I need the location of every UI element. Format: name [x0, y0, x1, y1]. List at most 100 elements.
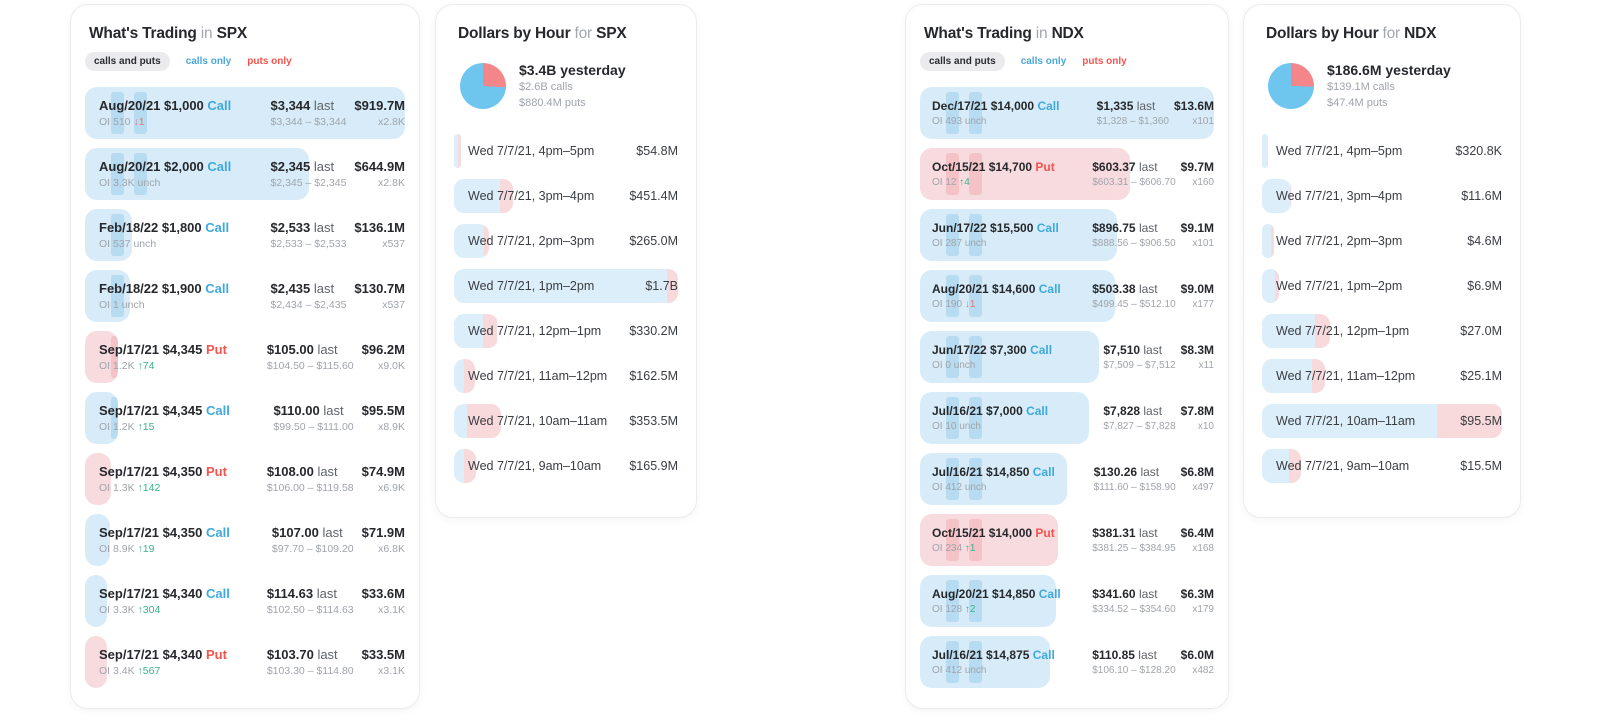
contract-row[interactable]: Sep/17/21 $4,350 Call OI 8.9K ↑19 $107.00 … [85, 514, 405, 566]
filter-calls-and-puts[interactable]: calls and puts [85, 52, 170, 71]
contract-name: Sep/17/21 $4,340 [99, 585, 203, 601]
filter-calls-only[interactable]: calls only [185, 56, 232, 67]
oi-change: ↑142 [137, 482, 161, 494]
contract-multiplier: x3.1K [378, 604, 405, 616]
contract-row[interactable]: Feb/18/22 $1,800 Call OI 537 unch $2,533 l… [85, 209, 405, 261]
contract-row[interactable]: Sep/17/21 $4,340 Put OI 3.4K ↑567 $103.70 … [85, 636, 405, 688]
premium-bar [85, 514, 111, 566]
hour-row[interactable]: Wed 7/7/21, 1pm–2pm $6.9M [1262, 268, 1502, 303]
hour-row[interactable]: Wed 7/7/21, 11am–12pm $162.5M [454, 358, 678, 393]
puts-segment [1314, 313, 1330, 348]
hour-amount: $6.9M [1467, 278, 1502, 293]
filter-bar: calls and puts calls only puts only [85, 52, 405, 71]
hour-row[interactable]: Wed 7/7/21, 1pm–2pm $1.7B [454, 268, 678, 303]
puts-segment [463, 358, 476, 393]
hour-volume-bar [1262, 403, 1502, 438]
open-interest: OI 10 [932, 420, 957, 432]
hour-volume-bar [1262, 268, 1280, 303]
contract-row[interactable]: Feb/18/22 $1,900 Call OI 1 unch $2,435 las… [85, 270, 405, 322]
pie-legend: $3.4B yesterday $2.6B calls $880.4M puts [519, 61, 626, 112]
premium-total: $7.8M [1180, 403, 1214, 418]
oi-change: unch [953, 359, 976, 371]
contract-type: Call [1026, 403, 1049, 418]
last-price: $114.63 [266, 585, 314, 601]
hour-row[interactable]: Wed 7/7/21, 9am–10am $165.9M [454, 448, 678, 483]
premium-bar [920, 392, 1089, 444]
hour-row[interactable]: Wed 7/7/21, 9am–10am $15.5M [1262, 448, 1502, 483]
price-range: $106.10 – $128.20 [1092, 664, 1176, 676]
contract-row[interactable]: Jun/17/22 $15,500 Call OI 287 unch $896.75… [920, 209, 1214, 261]
hour-row[interactable]: Wed 7/7/21, 10am–11am $95.5M [1262, 403, 1502, 438]
calls-segment [454, 313, 484, 348]
contract-row[interactable]: Dec/17/21 $14,000 Call OI 493 unch $1,335 … [920, 87, 1214, 139]
hour-label: Wed 7/7/21, 12pm–1pm [1276, 323, 1410, 338]
contract-type: Call [207, 158, 232, 174]
hour-row[interactable]: Wed 7/7/21, 4pm–5pm $320.8K [1262, 133, 1502, 168]
panel-title: What's Trading in NDX [924, 25, 1214, 43]
hour-row[interactable]: Wed 7/7/21, 11am–12pm $25.1M [1262, 358, 1502, 393]
hour-amount: $1.7B [645, 278, 678, 293]
hour-label: Wed 7/7/21, 3pm–4pm [468, 188, 595, 203]
puts-segment [1289, 178, 1292, 213]
open-interest: OI 537 [99, 238, 131, 250]
contract-multiplier: x101 [1192, 237, 1214, 249]
contract-row[interactable]: Aug/20/21 $14,600 Call OI 190 ↓1 $503.38 l… [920, 270, 1214, 322]
last-label: last [1140, 464, 1160, 479]
premium-total: $9.0M [1180, 281, 1214, 296]
hour-row[interactable]: Wed 7/7/21, 12pm–1pm $27.0M [1262, 313, 1502, 348]
hour-row[interactable]: Wed 7/7/21, 3pm–4pm $451.4M [454, 178, 678, 213]
hour-amount: $162.5M [629, 368, 678, 383]
contract-type: Call [1032, 647, 1055, 662]
open-interest: OI 3.4K [99, 665, 135, 677]
daily-summary: $3.4B yesterday $2.6B calls $880.4M puts [460, 61, 678, 112]
contract-row[interactable]: Aug/20/21 $14,850 Call OI 128 ↑2 $341.60 l… [920, 575, 1214, 627]
contract-row[interactable]: Aug/20/21 $2,000 Call OI 3.3K unch $2,345 … [85, 148, 405, 200]
premium-total: $71.9M [361, 524, 405, 540]
contract-row[interactable]: Sep/17/21 $4,345 Call OI 1.2K ↑15 $110.00 … [85, 392, 405, 444]
contract-row[interactable]: Oct/15/21 $14,000 Put OI 234 ↑1 $381.31 la… [920, 514, 1214, 566]
puts-segment [457, 133, 462, 168]
hour-label: Wed 7/7/21, 10am–11am [468, 413, 608, 428]
filter-puts-only[interactable]: puts only [1082, 56, 1127, 67]
hour-label: Wed 7/7/21, 2pm–3pm [468, 233, 595, 248]
filter-puts-only[interactable]: puts only [247, 56, 292, 67]
contract-row[interactable]: Sep/17/21 $4,340 Call OI 3.3K ↑304 $114.63… [85, 575, 405, 627]
contract-name: Sep/17/21 $4,340 [99, 646, 203, 662]
contract-row[interactable]: Jul/16/21 $14,850 Call OI 412 unch $130.26… [920, 453, 1214, 505]
hour-volume-bar [1262, 178, 1292, 213]
contract-row[interactable]: Aug/20/21 $1,000 Call OI 510 ↓1 $3,344 las… [85, 87, 405, 139]
premium-bar [920, 87, 1214, 139]
filter-calls-only[interactable]: calls only [1020, 56, 1067, 67]
contract-name: Aug/20/21 $14,850 [932, 586, 1036, 601]
hour-row[interactable]: Wed 7/7/21, 2pm–3pm $4.6M [1262, 223, 1502, 258]
hour-row[interactable]: Wed 7/7/21, 10am–11am $353.5M [454, 403, 678, 438]
contract-row[interactable]: Jul/16/21 $14,875 Call OI 412 unch $110.85… [920, 636, 1214, 688]
calls-segment [454, 358, 464, 393]
hour-row[interactable]: Wed 7/7/21, 12pm–1pm $330.2M [454, 313, 678, 348]
hour-row[interactable]: Wed 7/7/21, 2pm–3pm $265.0M [454, 223, 678, 258]
premium-bar [920, 270, 1115, 322]
contract-type: Call [1038, 281, 1061, 296]
hour-row[interactable]: Wed 7/7/21, 3pm–4pm $11.6M [1262, 178, 1502, 213]
contract-row[interactable]: Oct/15/21 $14,700 Put OI 12 ↑4 $603.37 las… [920, 148, 1214, 200]
title-main: What's Trading [924, 25, 1032, 42]
contract-type: Put [205, 341, 227, 357]
contract-row[interactable]: Sep/17/21 $4,350 Put OI 1.3K ↑142 $108.00 … [85, 453, 405, 505]
calls-segment [454, 448, 464, 483]
hour-volume-bar [1262, 133, 1269, 168]
last-label: last [1138, 281, 1158, 296]
filter-calls-and-puts[interactable]: calls and puts [920, 52, 1005, 71]
calls-segment [1262, 268, 1275, 303]
contract-row[interactable]: Sep/17/21 $4,345 Put OI 1.2K ↑74 $105.00 l… [85, 331, 405, 383]
contract-type: Call [205, 402, 230, 418]
hour-row[interactable]: Wed 7/7/21, 4pm–5pm $54.8M [454, 133, 678, 168]
open-interest: OI 1.3K [99, 482, 135, 494]
contract-multiplier: x179 [1192, 603, 1214, 615]
hour-volume-bar [1262, 313, 1330, 348]
bar-stripe [969, 336, 982, 378]
contract-row[interactable]: Jun/17/22 $7,300 Call OI 0 unch $7,510 las… [920, 331, 1214, 383]
contract-row[interactable]: Jul/16/21 $7,000 Call OI 10 unch $7,828 la… [920, 392, 1214, 444]
contract-type: Call [205, 219, 230, 235]
calls-segment [1262, 133, 1269, 168]
last-price: $107.00 [271, 524, 319, 540]
